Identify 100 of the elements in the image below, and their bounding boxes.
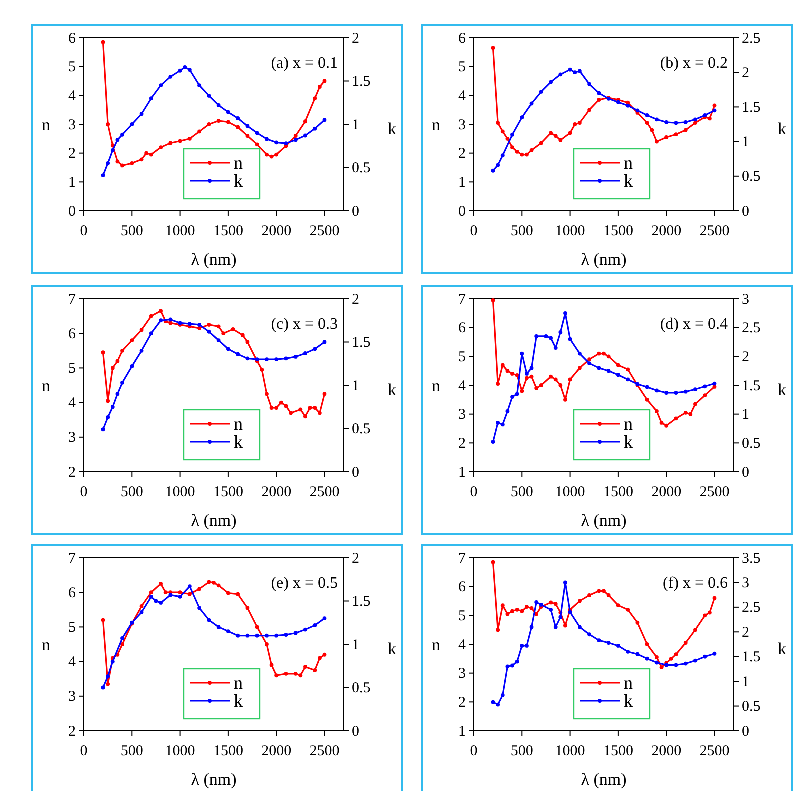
x-tick-label: 0 — [80, 744, 88, 760]
point — [265, 634, 269, 638]
point — [597, 638, 602, 642]
point — [626, 650, 630, 654]
point — [240, 333, 245, 338]
point — [655, 656, 659, 660]
point — [520, 116, 524, 120]
annotation: (d) x = 0.4 — [660, 316, 728, 333]
point — [606, 369, 611, 374]
point — [106, 161, 110, 166]
y2-tick-label: 0.5 — [742, 169, 761, 186]
point — [116, 138, 120, 142]
y-tick-label: 6 — [68, 585, 76, 602]
point — [506, 136, 510, 141]
x-tick-label: 1000 — [165, 224, 196, 240]
point — [515, 150, 520, 154]
point — [578, 121, 582, 126]
point — [164, 590, 168, 595]
point — [265, 152, 269, 157]
point — [534, 600, 539, 604]
point — [554, 625, 558, 630]
point — [694, 402, 698, 406]
point — [616, 363, 620, 368]
y-tick-label: 6 — [68, 326, 76, 342]
y-tick-label: 2 — [68, 464, 76, 481]
point — [159, 146, 163, 150]
y2-tick-label: 2 — [742, 349, 750, 366]
point — [588, 594, 592, 598]
y-axis-title: n — [432, 376, 441, 396]
point — [558, 138, 563, 142]
y-tick-label: 7 — [68, 292, 76, 308]
point — [606, 641, 611, 645]
point — [226, 591, 230, 596]
point — [294, 631, 298, 636]
y2-tick-label: 1 — [352, 117, 360, 134]
point — [554, 602, 558, 606]
point — [198, 323, 202, 327]
point — [506, 369, 510, 374]
legend-label: n — [624, 153, 633, 173]
point — [101, 40, 106, 44]
x-axis-title: λ (nm) — [581, 770, 627, 789]
point — [168, 593, 173, 598]
point — [520, 152, 524, 157]
point — [684, 641, 688, 646]
y2-tick-label: 2 — [352, 550, 360, 567]
point — [322, 340, 327, 344]
y2-tick-label: 0.5 — [352, 422, 371, 438]
y-tick-label: 4 — [68, 654, 76, 671]
point — [712, 104, 717, 108]
point — [549, 80, 553, 84]
y2-tick-label: 2 — [352, 292, 360, 308]
x-tick-label: 1500 — [603, 224, 634, 240]
x-tick-label: 1500 — [213, 484, 244, 500]
point — [549, 131, 553, 136]
y2-tick-label: 0.5 — [742, 699, 761, 716]
point — [298, 674, 303, 678]
x-tick-label: 0 — [80, 224, 88, 240]
point — [539, 141, 544, 146]
point — [564, 624, 568, 628]
y-tick-label: 6 — [458, 30, 466, 47]
y2-axis-title: k — [778, 640, 787, 658]
point — [116, 392, 120, 396]
x-tick-label: 1000 — [165, 744, 196, 760]
y-tick-label: 3 — [458, 117, 466, 134]
y2-tick-label: 0 — [352, 724, 360, 740]
y2-tick-label: 3 — [742, 292, 750, 308]
point — [207, 330, 212, 334]
point — [674, 416, 678, 421]
point — [694, 121, 698, 126]
point — [597, 366, 602, 370]
point — [313, 624, 318, 628]
point — [298, 408, 303, 412]
point — [106, 122, 110, 126]
point — [496, 421, 500, 425]
point — [500, 363, 505, 368]
y2-tick-label: 1 — [742, 134, 750, 151]
y-tick-label: 4 — [68, 396, 76, 412]
y-tick-label: 2 — [458, 146, 466, 162]
point — [159, 309, 163, 314]
y-tick-label: 6 — [458, 580, 466, 596]
point — [246, 134, 250, 138]
point — [626, 608, 630, 612]
y2-tick-label: 0.5 — [742, 436, 761, 452]
point — [496, 382, 500, 386]
y-tick-label: 1 — [458, 464, 466, 481]
y-tick-label: 5 — [458, 349, 466, 366]
point — [274, 634, 279, 638]
x-tick-label: 1000 — [555, 484, 586, 500]
y-tick-label: 5 — [458, 608, 466, 624]
y2-tick-label: 0.5 — [352, 680, 371, 697]
point — [198, 587, 202, 592]
annotation: (a) x = 0.1 — [271, 55, 338, 72]
point — [597, 352, 602, 356]
point — [216, 338, 221, 342]
point — [597, 98, 602, 102]
point — [159, 582, 163, 586]
point — [149, 332, 154, 336]
point — [110, 405, 115, 410]
point — [568, 378, 572, 382]
point — [616, 373, 620, 378]
